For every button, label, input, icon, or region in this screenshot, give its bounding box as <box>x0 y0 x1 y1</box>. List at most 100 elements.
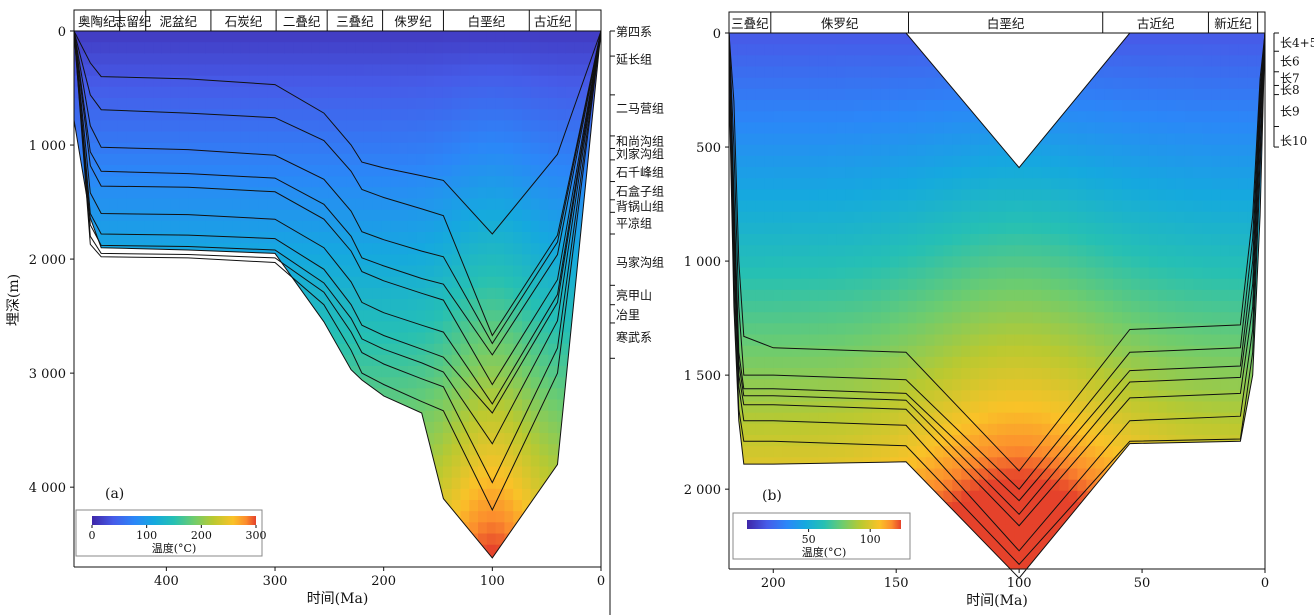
temperature-cell <box>889 44 900 56</box>
temperature-cell <box>845 155 855 168</box>
temperature-cell <box>854 334 864 347</box>
temperature-cell <box>363 410 374 423</box>
temperature-cell <box>223 198 233 211</box>
temperature-cell <box>791 446 801 458</box>
temperature-cell <box>495 176 505 188</box>
temperature-cell <box>539 555 549 558</box>
temperature-cell <box>363 488 374 501</box>
temperature-cell <box>425 354 435 367</box>
temperature-cell <box>328 421 339 434</box>
temperature-cell <box>755 412 766 425</box>
temperature-cell <box>961 535 971 548</box>
temperature-cell <box>170 75 180 88</box>
temperature-cell <box>530 444 541 456</box>
temperature-cell <box>319 343 330 356</box>
temperature-cell <box>1014 200 1025 213</box>
temperature-cell <box>898 167 909 179</box>
temperature-cell <box>170 321 180 334</box>
temperature-cell <box>363 64 374 77</box>
temperature-cell <box>961 44 971 56</box>
temperature-cell <box>328 220 339 233</box>
temperature-cell <box>997 334 1007 347</box>
temperature-cell <box>469 209 479 222</box>
temperature-cell <box>425 120 435 133</box>
temperature-cell <box>889 490 900 503</box>
temperature-cell <box>135 220 145 233</box>
temperature-cell <box>407 511 418 523</box>
temperature-cell <box>161 53 172 66</box>
temperature-cell <box>827 379 837 391</box>
temperature-cell <box>135 265 145 278</box>
temperature-cell <box>486 86 497 99</box>
temperature-cell <box>407 343 418 356</box>
temperature-cell <box>889 468 900 481</box>
temperature-cell <box>854 111 864 123</box>
temperature-cell <box>764 368 775 380</box>
temperature-cell <box>469 511 479 523</box>
temperature-cell <box>74 477 84 490</box>
temperature-cell <box>100 64 110 77</box>
temperature-cell <box>827 334 837 347</box>
temperature-cell <box>478 153 488 166</box>
temperature-cell <box>809 55 819 68</box>
temperature-cell <box>970 178 980 190</box>
temperature-cell <box>302 444 312 456</box>
temperature-cell <box>773 401 784 414</box>
temperature-cell <box>854 468 864 481</box>
temperature-cell <box>223 310 233 322</box>
temperature-cell <box>258 321 268 334</box>
temperature-cell <box>1086 289 1096 302</box>
temperature-cell <box>399 64 409 77</box>
temperature-cell <box>818 356 828 369</box>
temperature-cell <box>170 109 180 121</box>
temperature-cell <box>530 511 541 523</box>
temperature-cell <box>1014 211 1025 224</box>
temperature-cell <box>1077 423 1087 436</box>
temperature-cell <box>880 133 891 146</box>
temperature-cell <box>346 31 356 43</box>
temperature-cell <box>504 142 514 155</box>
temperature-cell <box>390 377 400 389</box>
temperature-cell <box>925 111 935 123</box>
temperature-cell <box>1068 379 1078 391</box>
temperature-cell <box>863 245 873 257</box>
temperature-cell <box>109 366 119 378</box>
temperature-cell <box>513 31 523 43</box>
temperature-cell <box>372 299 382 311</box>
temperature-cell <box>583 433 593 445</box>
temperature-cell <box>355 265 365 278</box>
temperature-cell <box>451 232 462 244</box>
temperature-cell <box>1077 222 1087 235</box>
temperature-cell <box>836 256 846 269</box>
temperature-cell <box>522 444 532 456</box>
temperature-cell <box>898 44 909 56</box>
temperature-cell <box>469 109 479 121</box>
temperature-cell <box>530 522 541 535</box>
temperature-cell <box>764 457 775 470</box>
temperature-cell <box>170 64 180 77</box>
temperature-cell <box>302 287 312 300</box>
temperature-cell <box>1059 189 1069 202</box>
temperature-cell <box>800 200 810 213</box>
temperature-cell <box>737 155 748 168</box>
temperature-cell <box>898 412 909 425</box>
temperature-cell <box>135 276 145 289</box>
temperature-cell <box>478 142 488 155</box>
temperature-cell <box>293 444 303 456</box>
temperature-cell <box>565 421 576 434</box>
temperature-cell <box>416 53 426 66</box>
temperature-cell <box>791 323 801 336</box>
temperature-cell <box>809 111 819 123</box>
temperature-cell <box>1014 256 1025 269</box>
temperature-cell <box>880 234 891 246</box>
temperature-cell <box>214 53 224 66</box>
temperature-cell <box>109 109 119 121</box>
temperature-cell <box>970 557 980 570</box>
temperature-cell <box>1077 234 1087 246</box>
temperature-cell <box>827 368 837 380</box>
temperature-cell <box>522 42 532 54</box>
temperature-cell <box>504 209 514 222</box>
temperature-cell <box>1059 234 1069 246</box>
temperature-cell <box>961 289 971 302</box>
temperature-cell <box>126 176 137 188</box>
